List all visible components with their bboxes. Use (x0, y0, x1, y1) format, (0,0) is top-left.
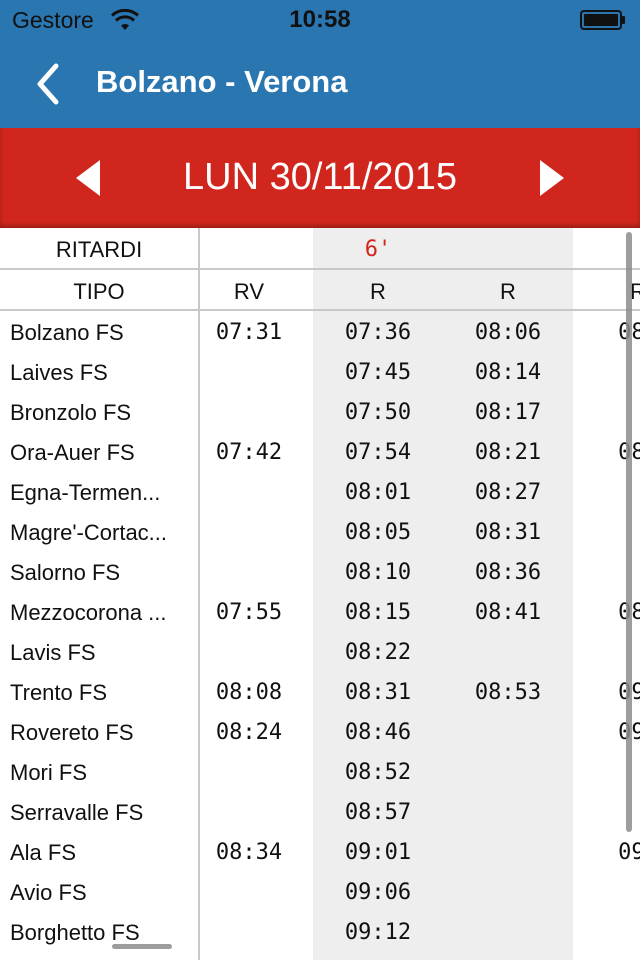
departure-time: 08:05 (344, 520, 412, 545)
departure-time: 09: (618, 840, 640, 865)
departure-time: 08:57 (344, 800, 412, 825)
departure-time: 08:06 (474, 320, 542, 345)
departure-time: 08:36 (474, 560, 542, 585)
clock: 10:58 (289, 6, 351, 33)
train-type: R (500, 279, 516, 304)
departure-time: 08:10 (344, 560, 412, 585)
departure-time: 07:31 (215, 320, 283, 345)
type-row-label: TIPO (73, 279, 125, 304)
departure-time: 08:52 (344, 760, 412, 785)
departure-time: 08:08 (215, 680, 283, 705)
departure-time: 08:46 (344, 720, 412, 745)
column-shade (443, 228, 573, 960)
station-name: Ora-Auer FS (10, 440, 135, 465)
next-day-button[interactable] (528, 156, 578, 200)
departure-time: 08:17 (474, 400, 542, 425)
departure-time: 08:24 (215, 720, 283, 745)
station-name: Bolzano FS (10, 320, 124, 345)
station-name: Magre'-Cortac... (10, 520, 168, 545)
current-date: LUN 30/11/2015 (183, 156, 457, 198)
station-name: Ala FS (10, 840, 77, 865)
station-name: Borghetto FS (10, 920, 140, 945)
station-name: Laives FS (10, 360, 108, 385)
departure-time: 09:01 (344, 840, 412, 865)
train-type: R (370, 279, 386, 304)
departure-time: 08:41 (474, 600, 542, 625)
page-title: Bolzano - Verona (96, 64, 348, 99)
train-delay: 6' (364, 237, 392, 262)
train-type: RV (233, 279, 265, 304)
departure-time: 08:31 (344, 680, 412, 705)
departure-time: 07:42 (215, 440, 283, 465)
prev-day-button[interactable] (62, 156, 112, 200)
departure-time: 08:14 (474, 360, 542, 385)
train-type: R (630, 279, 640, 304)
column-shade (313, 228, 443, 960)
delays-row-label: RITARDI (55, 237, 143, 262)
departure-time: 08:31 (474, 520, 542, 545)
station-name: Bronzolo FS (10, 400, 132, 425)
departure-time: 09:06 (344, 880, 412, 905)
station-name: Mori FS (10, 760, 87, 785)
departure-time: 08:34 (215, 840, 283, 865)
vertical-scrollbar[interactable] (626, 232, 632, 832)
station-name: Lavis FS (10, 640, 96, 665)
timetable[interactable]: RITARDI TIPO RV 6' R R R Bolzano FS 07:31 07:36… (0, 228, 640, 960)
station-name: Avio FS (10, 880, 87, 905)
nav-bar: Bolzano - Verona (0, 40, 640, 128)
battery-icon (580, 10, 625, 30)
departure-time: 08:01 (344, 480, 412, 505)
departure-time: 08:53 (474, 680, 542, 705)
row-divider (0, 268, 640, 270)
station-name: Rovereto FS (10, 720, 134, 745)
date-selector: LUN 30/11/2015 (0, 128, 640, 228)
column-divider (198, 228, 200, 960)
wifi-icon (111, 9, 139, 30)
departure-time: 07:55 (215, 600, 283, 625)
status-bar: Gestore 10:58 (0, 0, 640, 40)
departure-time: 09:12 (344, 920, 412, 945)
departure-time: 08:15 (344, 600, 412, 625)
departure-time: 07:54 (344, 440, 412, 465)
station-name: Salorno FS (10, 560, 121, 585)
horizontal-scrollbar[interactable] (112, 944, 172, 949)
carrier-label: Gestore (12, 7, 94, 33)
station-name: Egna-Termen... (10, 480, 161, 505)
row-divider (0, 309, 640, 311)
departure-time: 07:36 (344, 320, 412, 345)
departure-time: 07:50 (344, 400, 412, 425)
departure-time: 08:22 (344, 640, 412, 665)
station-name: Mezzocorona ... (10, 600, 167, 625)
station-name: Serravalle FS (10, 800, 144, 825)
chevron-left-icon[interactable] (28, 60, 68, 108)
station-name: Trento FS (10, 680, 107, 705)
departure-time: 08:21 (474, 440, 542, 465)
departure-time: 08:27 (474, 480, 542, 505)
departure-time: 07:45 (344, 360, 412, 385)
